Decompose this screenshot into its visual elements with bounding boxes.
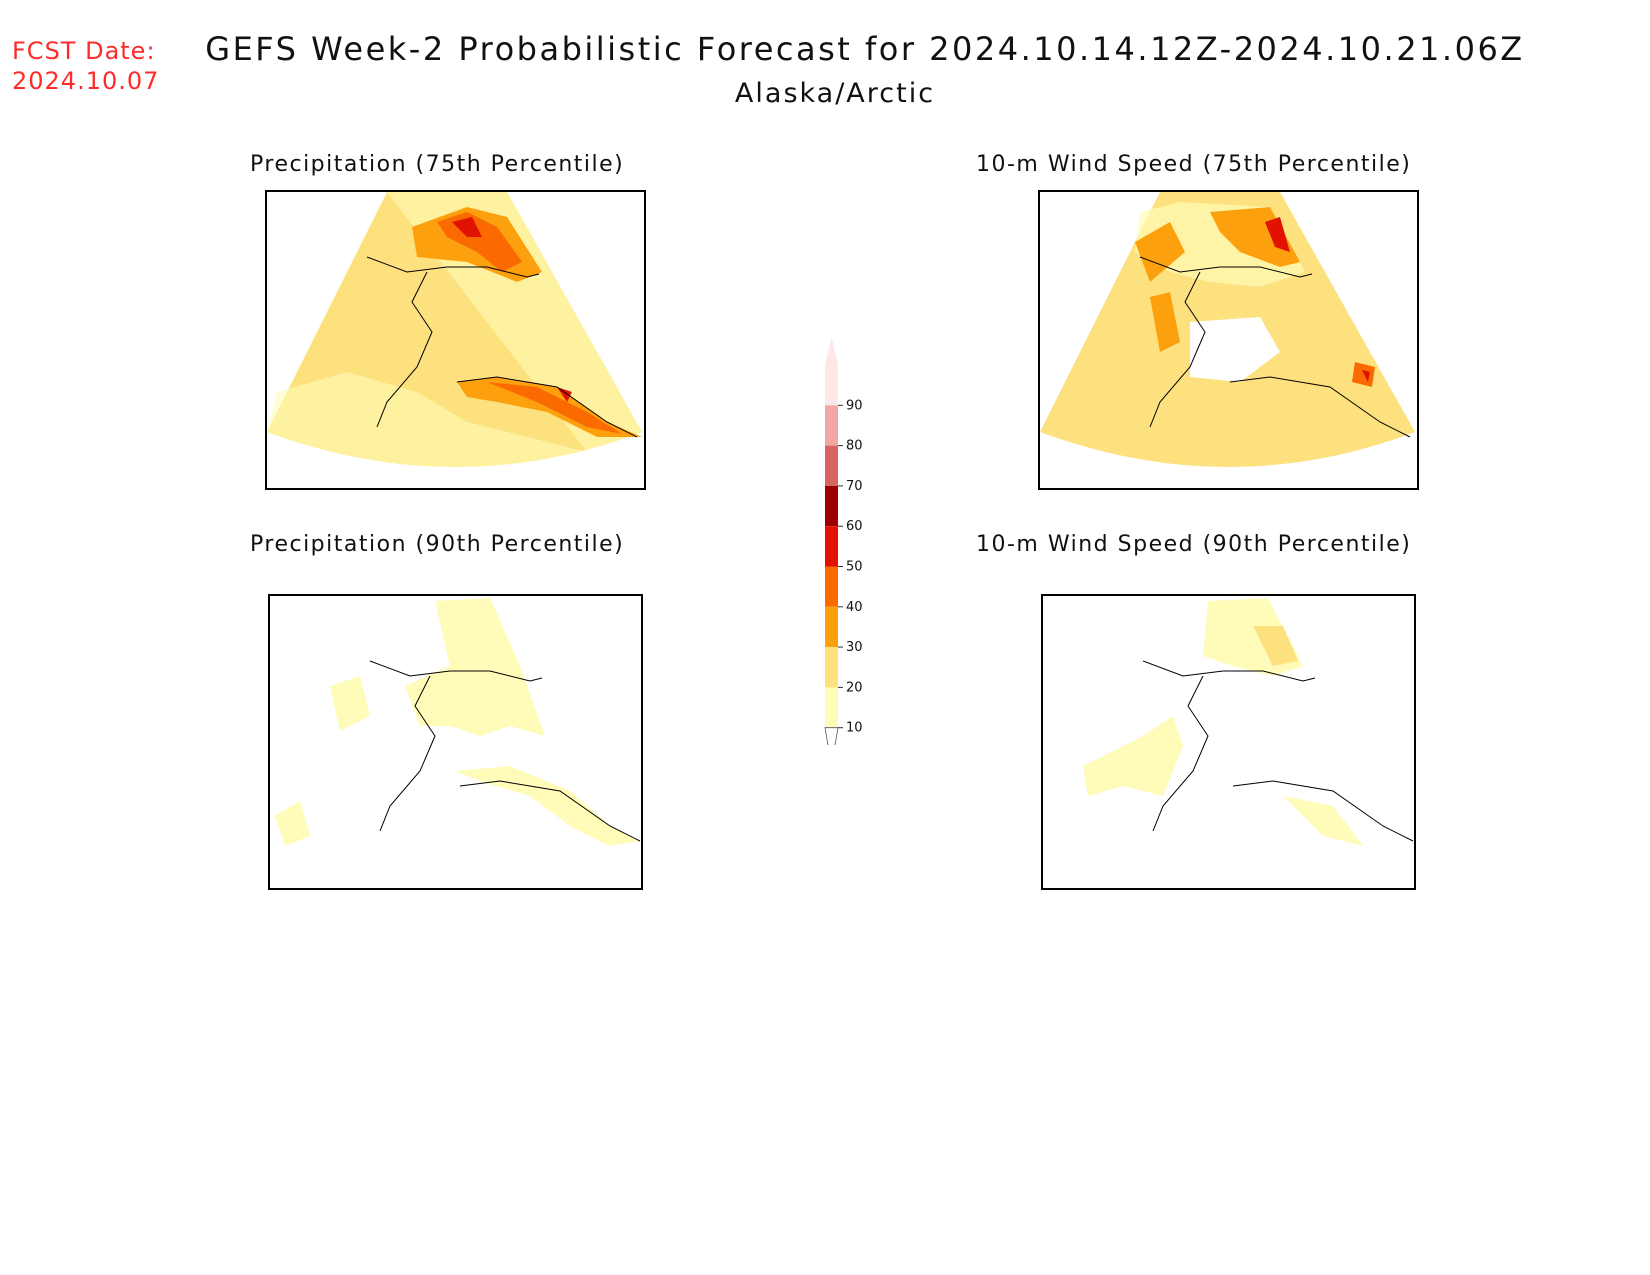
colorbar-tick-label: 10 [846, 721, 863, 736]
prob-fill-low-south [455, 766, 640, 846]
prob-fill-low-west [275, 801, 310, 846]
colorbar-tick-label: 30 [846, 640, 863, 655]
colorbar-tick-label: 80 [846, 439, 863, 454]
page-title: GEFS Week-2 Probabilistic Forecast for 2… [205, 30, 1525, 68]
map-wind-90 [1083, 598, 1414, 846]
coastline [369, 660, 543, 682]
panel-title-wind-90: 10-m Wind Speed (90th Percentile) [976, 532, 1412, 557]
colorbar-swatch [825, 566, 838, 607]
map-precip-75 [267, 192, 642, 467]
colorbar-cap-bottom [824, 727, 839, 745]
colorbar: 10 20 30 40 50 60 70 80 90 [824, 337, 863, 745]
map-precip-90 [275, 598, 641, 846]
prob-fill-30b [1135, 222, 1185, 282]
prob-fill-low-west [1083, 716, 1183, 796]
panel-title-wind-75: 10-m Wind Speed (75th Percentile) [976, 152, 1412, 177]
coastline-south [1229, 376, 1411, 438]
forecast-date-label: FCST Date: 2024.10.07 [12, 36, 159, 96]
colorbar-swatch [825, 526, 838, 567]
coastline [1139, 256, 1313, 278]
map-panel-precip-90 [268, 594, 643, 890]
prob-fill-low-nw [330, 676, 370, 731]
coastline [1142, 660, 1316, 682]
colorbar-swatch [825, 485, 838, 527]
prob-fill-50b [557, 387, 572, 402]
prob-fill-20 [1253, 626, 1298, 666]
coastline-south [459, 780, 641, 842]
panel-title-precip-90: Precipitation (90th Percentile) [250, 532, 625, 557]
colorbar-cap-top [825, 337, 838, 365]
panel-title-precip-75: Precipitation (75th Percentile) [250, 152, 625, 177]
coastline [366, 256, 540, 278]
colorbar-tick-label: 20 [846, 680, 863, 695]
map-panel-wind-75 [1038, 190, 1419, 490]
coastline-west [376, 271, 433, 428]
colorbar-swatch [825, 687, 838, 728]
map-panel-wind-90 [1041, 594, 1416, 890]
prob-fill-50 [452, 217, 482, 237]
map-panel-precip-75 [265, 190, 646, 490]
prob-fill-50b [1362, 370, 1370, 382]
prob-fill-none [1190, 317, 1280, 382]
colorbar-tick-label: 70 [846, 479, 863, 494]
colorbar-tick-label: 60 [846, 519, 863, 534]
colorbar-swatch [825, 365, 838, 406]
colorbar-swatch [825, 445, 838, 486]
coastline-south [1232, 780, 1414, 842]
prob-fill-40b [487, 382, 622, 434]
prob-fill-low [405, 598, 545, 736]
colorbar-tick-label: 90 [846, 398, 863, 413]
page-subtitle: Alaska/Arctic [734, 78, 936, 109]
coastline-west [379, 675, 436, 832]
prob-fill-40 [1352, 362, 1375, 387]
colorbar-tick-label: 40 [846, 600, 863, 615]
map-wind-75 [1040, 192, 1415, 467]
prob-fill-low [1203, 598, 1303, 676]
colorbar-swatch [825, 647, 838, 688]
coastline-west [1152, 675, 1209, 832]
fcst-label: FCST Date: [12, 37, 156, 65]
coastline-west [1149, 271, 1206, 428]
prob-fill-low-south [1283, 796, 1363, 846]
coastline-south [456, 376, 638, 438]
colorbar-tick-label: 50 [846, 560, 863, 575]
colorbar-swatch [825, 606, 838, 648]
fcst-date: 2024.10.07 [12, 67, 160, 95]
prob-fill-30c [1150, 292, 1180, 352]
prob-fill-50 [1265, 217, 1290, 252]
colorbar-swatch [825, 405, 838, 446]
